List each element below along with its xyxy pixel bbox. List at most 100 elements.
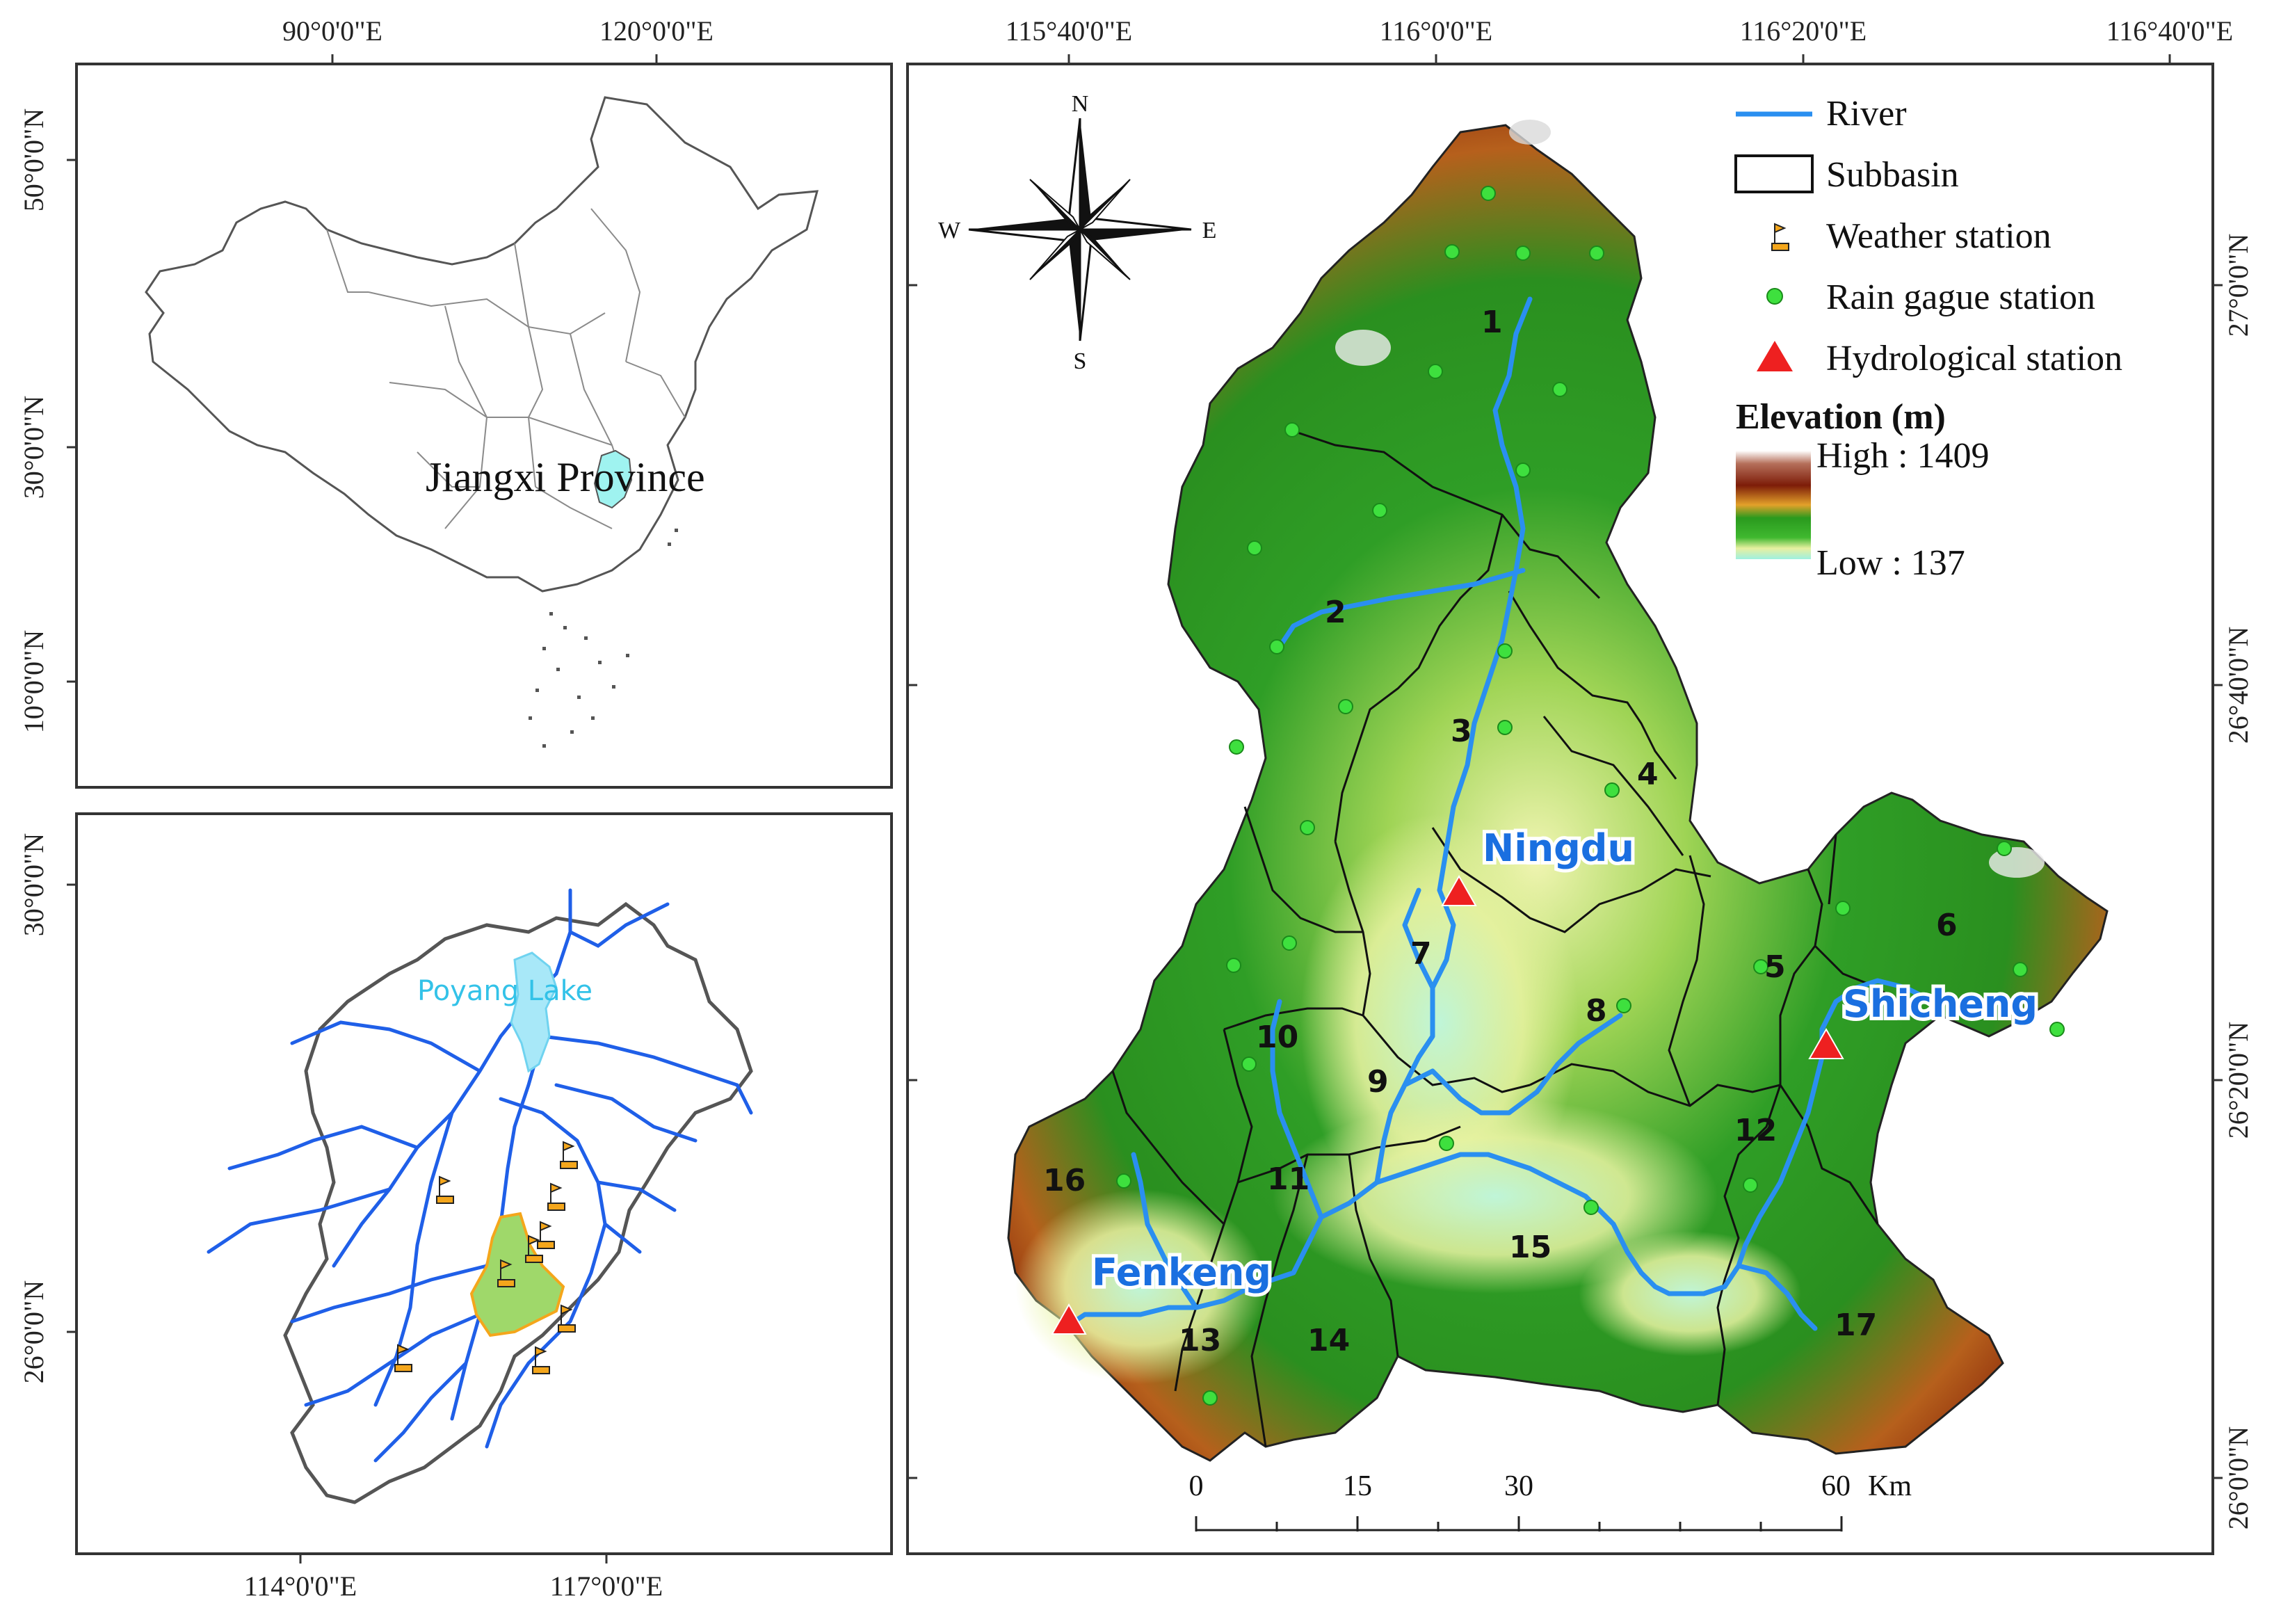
subbasin-label-5: 5	[1764, 949, 1786, 985]
rain-gauge-station	[1241, 1056, 1257, 1072]
scale-unit: Km	[1868, 1470, 1912, 1502]
china-overview-panel: 90°0'0"E 120°0'0"E 50°0'0"N 30°0'0"N 10°…	[18, 15, 893, 789]
rain-gauge-station	[1497, 643, 1513, 659]
legend-elevation-title: Elevation (m)	[1736, 397, 1946, 437]
subbasin-label-1: 1	[1481, 305, 1503, 340]
rain-gauge-station	[1515, 463, 1531, 478]
rain-gauge-station	[1116, 1173, 1131, 1189]
legend-rain-label: Rain gague station	[1826, 278, 2095, 317]
legend-hydro-swatch	[1757, 341, 1793, 371]
china-outline	[145, 96, 819, 593]
rain-gauge-station	[1372, 503, 1387, 518]
valley-floor-fenkeng	[1015, 1189, 1266, 1384]
main-lat-label-2: 26°20'0"N	[2223, 1022, 2254, 1139]
scale-label-60: 60	[1821, 1470, 1851, 1502]
rain-gauge-station	[1269, 639, 1284, 654]
hydro-station-ningdu-label: Ningdu	[1483, 826, 1634, 870]
scale-bar: 0 15 30 60 Km	[1189, 1470, 1912, 1531]
subbasin-label-2: 2	[1325, 595, 1346, 630]
subbasin-label-13: 13	[1179, 1323, 1221, 1358]
jiangxi-lon-label-1: 117°0'0"E	[550, 1570, 663, 1602]
subbasin-label-8: 8	[1586, 993, 1607, 1029]
subbasin-label-16: 16	[1043, 1163, 1086, 1198]
rain-gauge-station	[1284, 422, 1300, 437]
scale-label-0: 0	[1189, 1470, 1204, 1502]
compass-n: N	[1072, 91, 1089, 117]
rain-gauge-station	[1229, 739, 1244, 755]
rain-gauge-stations	[1116, 186, 2065, 1406]
rain-gauge-station	[1497, 720, 1513, 735]
peak-north	[1509, 120, 1551, 145]
compass-rose: N S E W	[938, 91, 1216, 374]
main-lat-label-3: 26°0'0"N	[2223, 1426, 2254, 1529]
jiangxi-highlight	[593, 449, 633, 509]
china-lat-label-2: 10°0'0"N	[18, 630, 49, 733]
peak-north-west	[1335, 330, 1391, 366]
rain-gauge-station	[1616, 998, 1631, 1013]
legend-river-label: River	[1826, 94, 1907, 134]
china-province-lines	[326, 208, 686, 529]
rain-gauge-station	[1604, 782, 1620, 798]
main-lon-label-0: 115°40'0"E	[1006, 15, 1132, 47]
legend-rain-swatch	[1766, 288, 1783, 305]
china-lat-label-1: 30°0'0"N	[18, 396, 49, 499]
main-lat-label-1: 26°40'0"N	[2223, 627, 2254, 743]
china-lon-label-0: 90°0'0"E	[282, 15, 382, 47]
legend-elevation-high: High : 1409	[1816, 436, 1989, 476]
hydro-station-shicheng-label: Shicheng	[1843, 982, 2038, 1026]
scale-label-30: 30	[1504, 1470, 1533, 1502]
rain-gauge-station	[1515, 246, 1531, 261]
legend-weather-label: Weather station	[1826, 216, 2052, 256]
subbasin-label-9: 9	[1367, 1064, 1389, 1100]
rain-gauge-station	[2013, 962, 2028, 977]
jiangxi-overview-panel: 114°0'0"E 117°0'0"E 30°0'0"N 26°0'0"N Po…	[18, 812, 893, 1602]
weather-stations	[394, 1141, 578, 1374]
rain-gauge-station	[1835, 901, 1851, 916]
rain-gauge-station	[1226, 958, 1241, 973]
china-lon-label-1: 120°0'0"E	[599, 15, 714, 47]
rain-gauge-station	[1428, 364, 1443, 379]
rain-gauge-station	[1481, 186, 1496, 201]
subbasin-boundaries	[1111, 430, 1941, 1447]
rain-gauge-station	[1753, 959, 1768, 974]
main-lon-label-1: 116°0'0"E	[1380, 15, 1492, 47]
peak-east	[1989, 847, 2045, 878]
jiangxi-outline	[283, 901, 753, 1504]
subbasin-label-17: 17	[1835, 1308, 1877, 1343]
subbasin-label-11: 11	[1267, 1161, 1309, 1197]
legend-elevation-low: Low : 137	[1816, 543, 1965, 583]
compass-e: E	[1202, 218, 1217, 243]
hydro-station-fenkeng-label: Fenkeng	[1092, 1251, 1271, 1294]
jiangxi-lat-label-0: 30°0'0"N	[18, 833, 49, 936]
rain-gauge-station	[1282, 935, 1297, 951]
rain-gauge-station	[1300, 820, 1315, 835]
poyang-lake-label: Poyang Lake	[417, 975, 593, 1007]
main-basin-panel: 115°40'0"E 116°0'0"E 116°20'0"E 116°40'0…	[906, 15, 2254, 1555]
rain-gauge-station	[1583, 1200, 1599, 1215]
jiangxi-panel-frame	[75, 812, 893, 1555]
compass-w: W	[938, 218, 961, 243]
scale-label-15: 15	[1343, 1470, 1372, 1502]
hydro-station-shicheng-marker	[1808, 1027, 1844, 1059]
hydro-station-ningdu-marker	[1441, 874, 1477, 906]
subbasin-label-7: 7	[1410, 936, 1432, 972]
legend-weather-swatch	[1771, 223, 1789, 251]
china-panel-frame	[75, 63, 893, 789]
study-basin-highlight	[469, 1212, 565, 1337]
rain-gauge-station	[1247, 540, 1262, 556]
poyang-lake	[510, 951, 558, 1073]
subbasin-label-6: 6	[1936, 908, 1958, 943]
subbasin-label-10: 10	[1256, 1020, 1298, 1055]
legend-subbasin-swatch	[1734, 154, 1814, 193]
rain-gauge-station	[1552, 382, 1567, 397]
main-rivers	[1061, 296, 1936, 1331]
rain-gauge-station	[2049, 1022, 2065, 1037]
main-lon-label-3: 116°40'0"E	[2106, 15, 2233, 47]
rain-gauge-station	[1589, 246, 1604, 261]
subbasin-label-15: 15	[1509, 1230, 1551, 1265]
main-lat-label-0: 27°0'0"N	[2223, 234, 2254, 337]
hydrological-stations	[1051, 874, 1844, 1335]
subbasin-label-14: 14	[1307, 1323, 1350, 1358]
subbasin-label-3: 3	[1451, 714, 1472, 749]
